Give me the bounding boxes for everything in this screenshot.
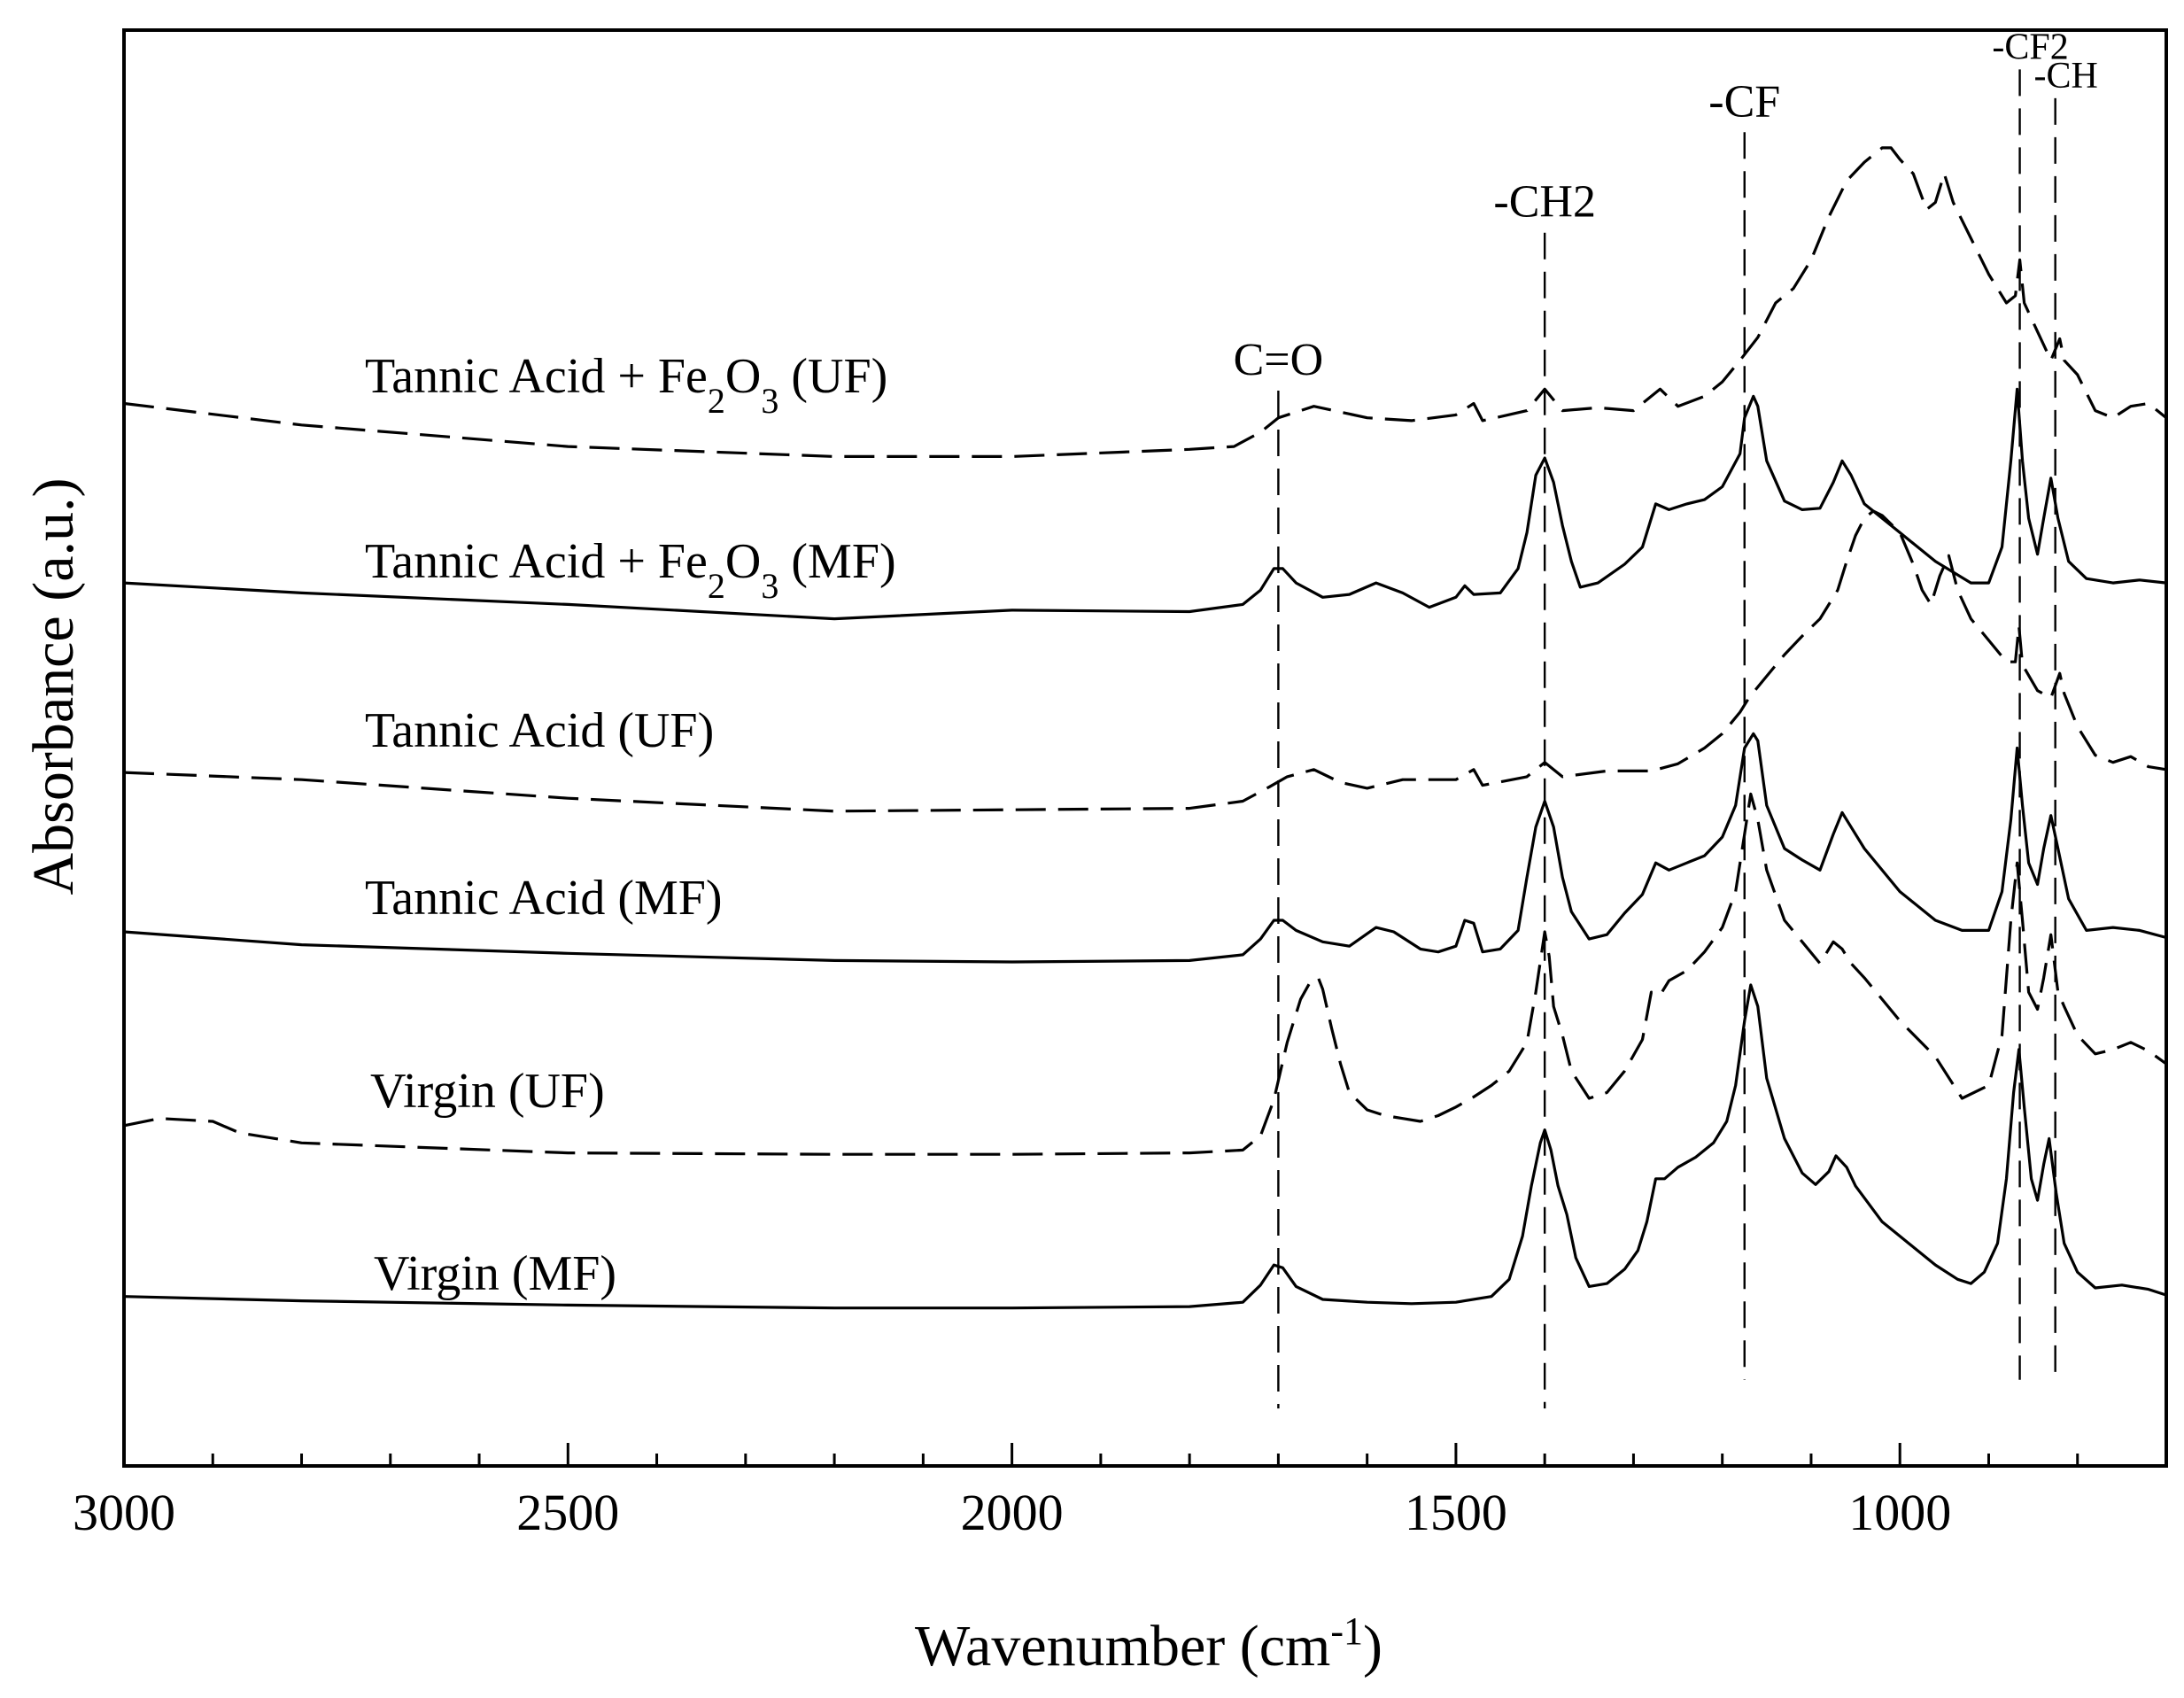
peak-label-cf2: -CF2: [1992, 27, 2068, 67]
spectrum-virgin-uf: [123, 792, 2167, 1156]
x-tick-label-1000: 1000: [1848, 1484, 1951, 1541]
x-axis-ticks: 3000 2500 2000 1500 1000: [73, 1443, 2168, 1541]
series-label-ta-mf: Tannic Acid (MF): [365, 871, 723, 926]
x-tick-label-2500: 2500: [516, 1484, 619, 1541]
x-tick-label-2000: 2000: [961, 1484, 1064, 1541]
peak-label-ch2: -CH2: [1493, 177, 1596, 228]
x-axis-title: Wavenumber (cm-1): [915, 1609, 1382, 1679]
peak-label-cf: -CF: [1708, 76, 1780, 127]
spectrum-tannic-acid-fe2o3-uf: [123, 146, 2168, 458]
series-label-ta-fe2o3-uf: Tannic Acid + Fe2O3 (UF): [365, 349, 887, 421]
x-tick-label-3000: 3000: [73, 1484, 175, 1541]
series-label-ta-fe2o3-mf: Tannic Acid + Fe2O3 (MF): [365, 534, 896, 606]
series-label-virgin-mf: Virgin (MF): [374, 1246, 616, 1301]
series-label-ta-uf: Tannic Acid (UF): [365, 703, 714, 758]
spectrum-tannic-acid-fe2o3-mf: [123, 387, 2167, 621]
spectrum-tannic-acid-mf: [123, 732, 2167, 964]
peak-label-ch: -CH: [2034, 56, 2098, 97]
spectrum-tannic-acid-uf: [123, 509, 2167, 813]
x-tick-label-1500: 1500: [1405, 1484, 1507, 1541]
plot-frame: [122, 28, 2168, 1468]
peak-markers: C=O -CH2 -CF -CF2-CH: [1234, 27, 2098, 1409]
spectra: [123, 146, 2168, 1310]
y-axis-title: Absorbance (a.u.): [21, 478, 86, 896]
spectrum-virgin-mf: [123, 983, 2167, 1310]
peak-label-c-o: C=O: [1234, 335, 1324, 385]
series-label-virgin-uf: Virgin (UF): [370, 1064, 605, 1119]
